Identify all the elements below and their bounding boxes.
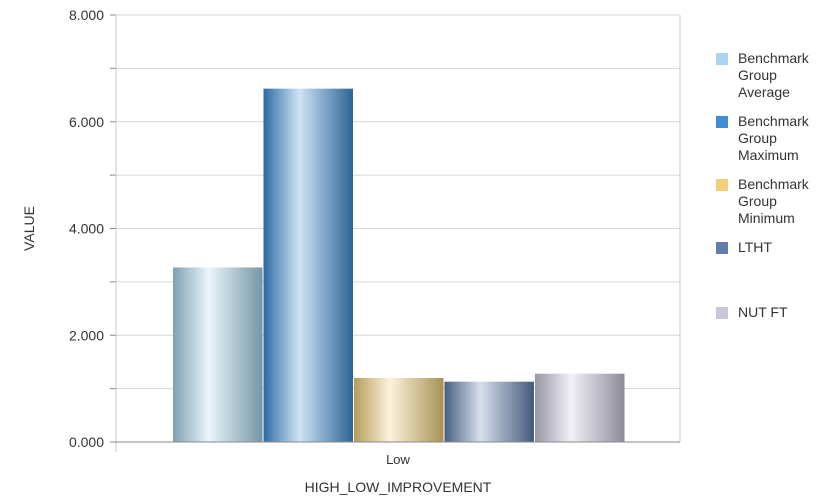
legend-swatch: [716, 53, 728, 65]
legend-label: Benchmark Group Maximum: [738, 113, 809, 163]
bars: [173, 88, 625, 442]
legend-item-benchmark-average: Benchmark Group Average: [716, 50, 830, 101]
y-tick-label: 8.000: [69, 7, 104, 23]
bar-2: [263, 88, 353, 442]
bar-1: [173, 267, 263, 442]
legend-label: LTHT: [738, 239, 772, 255]
bar-4: [444, 381, 534, 442]
legend-item-benchmark-maximum: Benchmark Group Maximum: [716, 113, 830, 164]
legend-item-benchmark-minimum: Benchmark Group Minimum: [716, 176, 830, 227]
bar-3: [354, 377, 444, 442]
y-tick-label: 4.000: [69, 221, 104, 237]
legend-swatch: [716, 179, 728, 191]
y-axis-ticks: 0.000 2.000 4.000 6.000 8.000: [69, 7, 116, 450]
y-tick-label: 0.000: [69, 434, 104, 450]
y-tick-label: 6.000: [69, 114, 104, 130]
legend-label: Benchmark Group Average: [738, 50, 809, 100]
legend-swatch: [716, 307, 728, 319]
y-axis-title: VALUE: [21, 206, 37, 251]
y-tick-label: 2.000: [69, 327, 104, 343]
legend-item-nut-ft: NUT FT: [716, 304, 830, 321]
legend-swatch: [716, 116, 728, 128]
bar-5: [535, 373, 625, 442]
legend-label: NUT FT: [738, 304, 788, 320]
legend-item-ltht: LTHT: [716, 239, 830, 256]
x-axis-title: HIGH_LOW_IMPROVEMENT: [305, 479, 492, 495]
legend-label: Benchmark Group Minimum: [738, 176, 809, 226]
legend-swatch: [716, 242, 728, 254]
x-category-label: Low: [386, 452, 410, 467]
